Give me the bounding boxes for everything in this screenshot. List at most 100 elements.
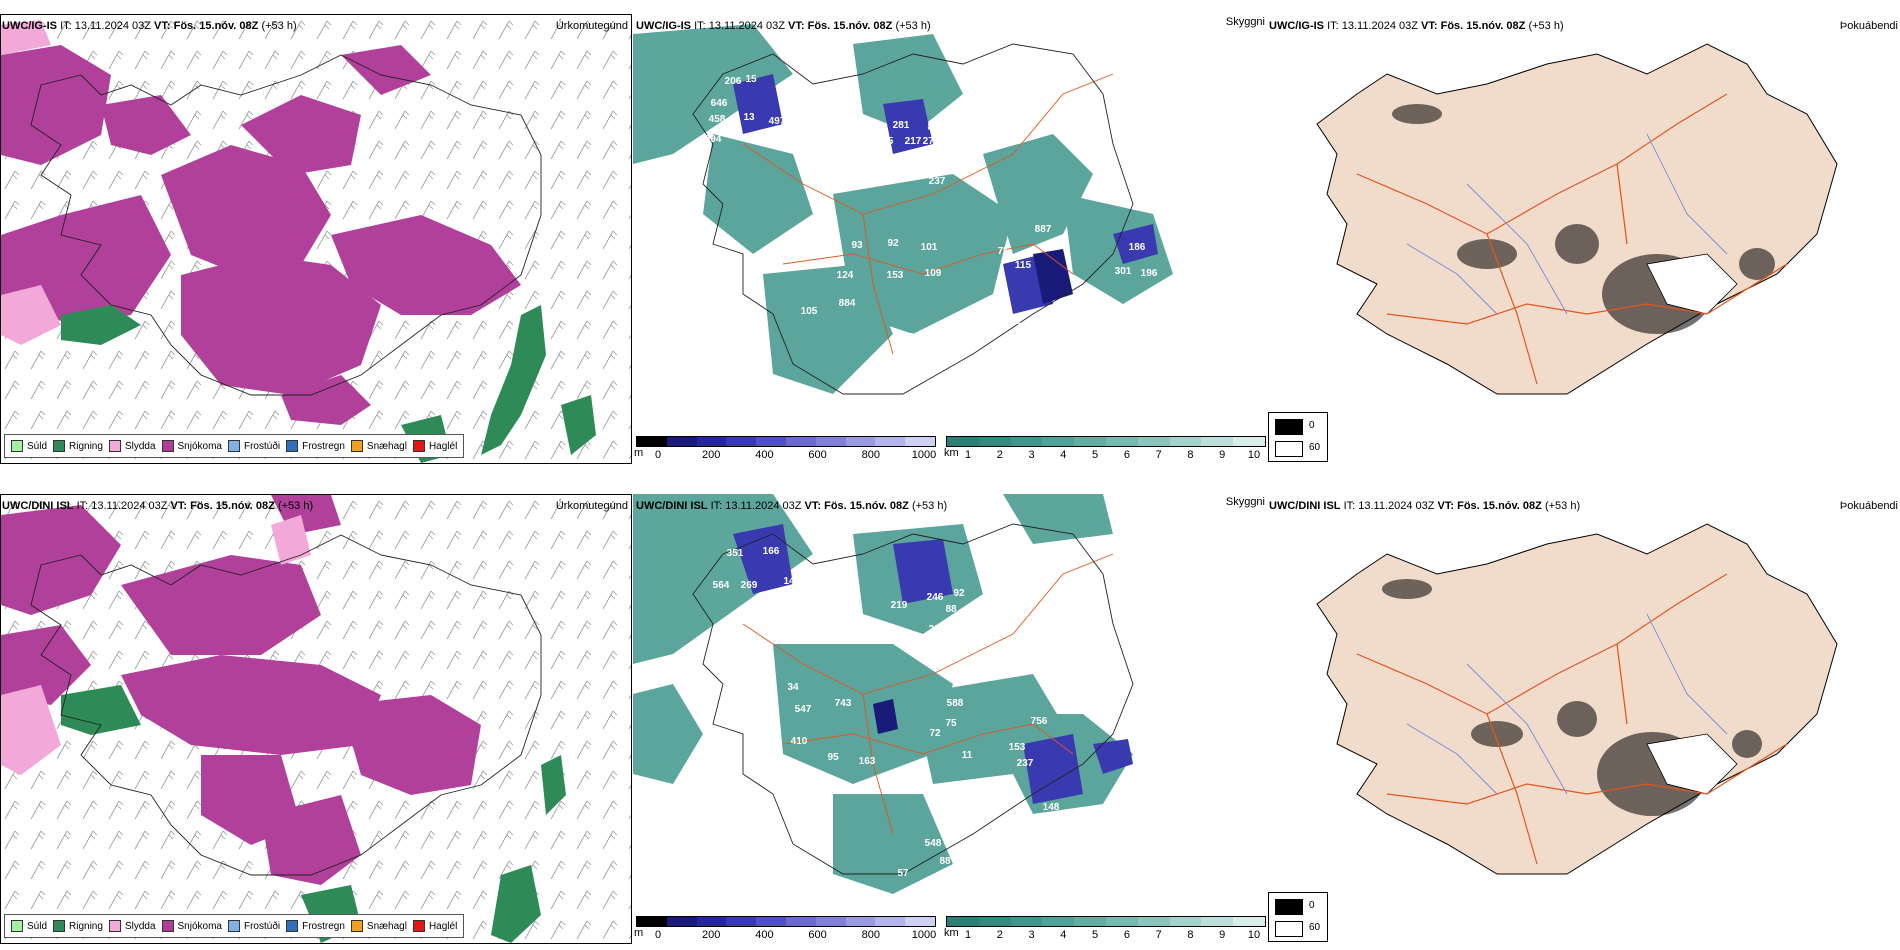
colorbar-tick: 1	[964, 449, 972, 461]
colorbar-tick: 200	[702, 449, 721, 461]
legend-item: Frostregn	[286, 440, 345, 452]
colorbar-tick: 5	[1092, 449, 1099, 461]
fog-panel-1	[1267, 14, 1900, 434]
colorbar-unit: km	[944, 447, 959, 459]
legend-swatch	[412, 440, 425, 452]
colorbar-cell	[1201, 437, 1234, 446]
legend-item: Súld	[11, 920, 47, 932]
ceiling-height-label: 166	[763, 546, 780, 557]
lead-time: (+53 h)	[895, 20, 931, 32]
ceiling-height-label: 217	[927, 636, 944, 647]
colorbar-tick: 8	[1187, 929, 1194, 941]
valid-time: Fös. 15.nóv. 08Z	[1457, 500, 1542, 512]
ceiling-height-label: 546	[1013, 816, 1030, 827]
legend-swatch	[350, 920, 363, 932]
ceiling-height-label: 277	[923, 136, 940, 147]
colorbar-cell	[815, 437, 846, 446]
legend-swatch	[11, 440, 23, 452]
model-name: UWC/DINI ISL	[636, 500, 708, 512]
colorbar-cell	[905, 917, 935, 926]
ceiling-height-label: 124	[837, 270, 854, 281]
legend-label: Snæhagl	[366, 920, 407, 932]
colorbar-cell	[845, 917, 876, 926]
low-ceiling-areas	[733, 74, 1158, 314]
legend-item: Rigning	[53, 920, 103, 932]
precip-title-2: UWC/DINI ISL IT: 13.11.2024 03Z VT: Fös.…	[2, 500, 313, 512]
ceiling-height-label: 469	[955, 662, 972, 673]
model-name: UWC/DINI ISL	[2, 500, 74, 512]
ceiling-height-label: 410	[791, 736, 808, 747]
legend-item: Haglél	[412, 440, 457, 452]
legend-item: Snjókoma	[161, 440, 222, 452]
colorbar-tick: 800	[861, 449, 880, 461]
model-name: UWC/IG-IS	[2, 20, 57, 32]
lead-time: (+53 h)	[911, 500, 948, 512]
valid-time: Fös. 15.nóv. 08Z	[190, 500, 275, 512]
ceiling-height-label: 818	[943, 342, 960, 353]
ceiling-height-label: 92	[953, 588, 965, 599]
init-time: IT: 13.11.2024 03Z	[1327, 20, 1418, 32]
colorbar-tick: 400	[755, 929, 774, 941]
legend-swatch	[227, 920, 240, 932]
precip-type-label-2: Úrkomutegund	[555, 500, 628, 512]
model-name: UWC/DINI ISL	[1269, 500, 1341, 512]
legend-swatch	[286, 920, 299, 932]
valid-time: Fös. 15.nóv. 08Z	[173, 20, 259, 32]
colorbar-tick: 1	[964, 929, 972, 941]
ceiling-labels: 206 15 646 458 13 497 209 994 67 281 86 385 217 277 19…	[705, 74, 1158, 389]
lead-time: (+53 h)	[277, 500, 314, 512]
legend-swatch	[286, 440, 299, 452]
colorbar-tick: 7	[1155, 929, 1162, 941]
ceiling-height-label: 67	[857, 116, 869, 127]
ceiling-height-label: 548	[925, 838, 942, 849]
cloud-title-1: UWC/IG-IS IT: 13.11.2024 03Z VT: Fös. 15…	[636, 20, 931, 32]
fog-legend-2: 0 60	[1268, 892, 1328, 942]
precip-type-label-1: Úrkomutegund	[555, 20, 628, 32]
colorbar-tick: 800	[861, 929, 880, 941]
legend-label: Snjókoma	[177, 440, 222, 452]
cloud-title-2: UWC/DINI ISL IT: 13.11.2024 03Z VT: Fös.…	[636, 500, 947, 512]
ceiling-labels: 351 166 564 269 14 236 594 601 219 246 92 150 88 297 2…	[699, 546, 1065, 885]
colorbar-strip	[636, 436, 936, 447]
colorbar-unit: km	[944, 927, 959, 939]
ceiling-height-label: 153	[1009, 742, 1026, 753]
ceiling-height-label: 75	[997, 246, 1009, 257]
ceiling-height-label: 292	[929, 624, 946, 635]
legend-label: Haglél	[428, 920, 458, 932]
ceiling-height-label: 150	[991, 594, 1008, 605]
fog-legend-swatch	[1275, 419, 1303, 435]
ceiling-height-label: 101	[921, 242, 938, 253]
ceiling-height-label: 115	[1015, 260, 1032, 271]
ceiling-height-label: 217	[905, 136, 922, 147]
fog-map-2	[1267, 494, 1900, 914]
colorbar-unit: m	[634, 927, 644, 939]
glacier	[1646, 253, 1738, 315]
ceiling-height-label: 196	[1141, 268, 1158, 279]
fog-legend-label: 60	[1309, 922, 1321, 933]
ceiling-height-label: 15	[745, 74, 757, 85]
ceiling-height-label: 564	[713, 580, 730, 591]
colorbar-cell	[1010, 917, 1043, 926]
colorbar-cell	[1010, 437, 1043, 446]
ceiling-height-label: 994	[705, 134, 722, 145]
ceiling-height-label: 209	[747, 134, 764, 145]
ceiling-height-label: 13	[743, 112, 755, 123]
fog-legend-swatch	[1275, 899, 1303, 915]
lead-time: (+53 h)	[1528, 20, 1564, 32]
ceiling-height-label: 237	[1017, 758, 1034, 769]
colorbar-ticks: 0 200 400 600 800 1000	[636, 929, 936, 943]
visibility-colorbar-1: km 1 2 3 4 5 6 7 8 9 10	[944, 436, 1266, 464]
colorbar-tick: 2	[996, 449, 1003, 461]
ceiling-height-label: 246	[927, 592, 944, 603]
rivers	[1406, 133, 1728, 315]
ceiling-height-label: 120	[943, 874, 960, 885]
low-ceiling-areas	[733, 524, 1133, 804]
valid-time: Fös. 15.nóv. 08Z	[807, 20, 893, 32]
snow-areas	[1, 45, 521, 425]
ceiling-colorbar-2: m 0 200 400 600 800 1000	[634, 916, 936, 944]
colorbar-cell	[726, 437, 757, 446]
colorbar-cell	[815, 917, 846, 926]
fog-map-1	[1267, 14, 1900, 434]
ceiling-height-label: 269	[741, 580, 758, 591]
